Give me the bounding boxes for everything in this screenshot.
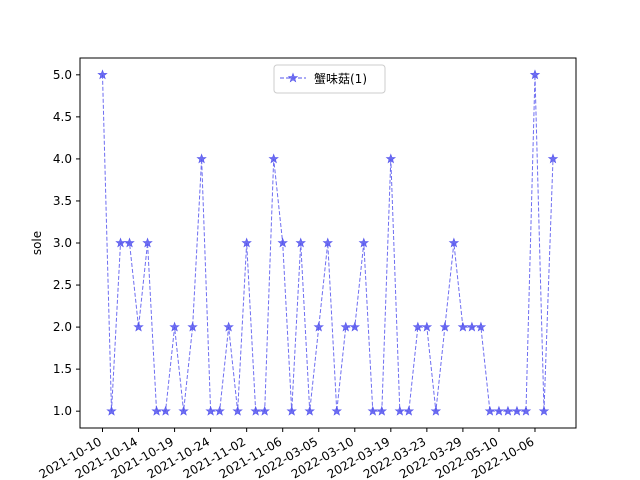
data-point <box>484 405 496 416</box>
data-point <box>277 237 288 248</box>
data-point <box>412 321 424 332</box>
data-point <box>466 321 478 332</box>
data-point <box>151 405 162 416</box>
data-point <box>367 405 378 416</box>
data-point <box>133 321 144 332</box>
data-point <box>160 405 171 416</box>
data-point <box>340 321 351 332</box>
data-point <box>358 237 369 248</box>
data-point <box>106 405 117 416</box>
data-point <box>493 405 505 416</box>
series-layer <box>97 69 559 416</box>
data-point <box>115 237 126 248</box>
y-tick-label: 1.0 <box>53 404 72 418</box>
data-point <box>538 405 550 416</box>
data-point <box>331 405 342 416</box>
data-point <box>502 405 514 416</box>
y-tick-label: 2.5 <box>53 278 72 292</box>
data-point <box>322 237 333 248</box>
data-point <box>349 321 360 332</box>
data-point <box>394 405 406 416</box>
data-point <box>520 405 532 416</box>
data-point <box>286 405 297 416</box>
data-point <box>457 321 469 332</box>
data-point <box>205 405 216 416</box>
y-tick-label: 1.5 <box>53 362 72 376</box>
data-point <box>511 405 523 416</box>
data-point <box>421 321 433 332</box>
data-point <box>232 405 243 416</box>
data-point <box>223 321 234 332</box>
data-point <box>187 321 198 332</box>
y-tick-label: 4.0 <box>53 152 72 166</box>
legend-star-marker <box>287 72 299 83</box>
y-tick-label: 5.0 <box>53 68 72 82</box>
data-point <box>430 405 442 416</box>
y-tick-label: 3.5 <box>53 194 72 208</box>
y-axis-label: sole <box>30 231 44 255</box>
data-point <box>448 237 460 248</box>
data-point <box>547 153 559 164</box>
data-point <box>124 237 135 248</box>
data-point <box>250 405 261 416</box>
data-point <box>214 405 225 416</box>
legend: 蟹味菇(1) <box>273 64 386 94</box>
data-point <box>97 69 108 80</box>
x-axis: 2021-10-102021-10-142021-10-192021-10-24… <box>37 428 536 480</box>
legend-label: 蟹味菇(1) <box>314 71 367 86</box>
data-point <box>142 237 153 248</box>
y-axis: 1.0 1.5 2.0 2.5 3.0 3.5 4.0 4.5 5.0 <box>53 68 80 418</box>
data-point <box>196 153 207 164</box>
data-point <box>304 405 315 416</box>
data-point <box>376 405 388 416</box>
y-tick-label: 3.0 <box>53 236 72 250</box>
data-point <box>403 405 415 416</box>
data-point <box>268 153 279 164</box>
data-point <box>178 405 189 416</box>
data-point <box>529 69 541 80</box>
data-point <box>259 405 270 416</box>
data-point <box>475 321 487 332</box>
data-point <box>313 321 324 332</box>
data-point <box>241 237 252 248</box>
legend-box <box>273 64 386 94</box>
data-point <box>385 153 397 164</box>
y-tick-label: 2.0 <box>53 320 72 334</box>
y-tick-label: 4.5 <box>53 110 72 124</box>
data-point <box>169 321 180 332</box>
data-point <box>295 237 306 248</box>
data-point <box>439 321 451 332</box>
